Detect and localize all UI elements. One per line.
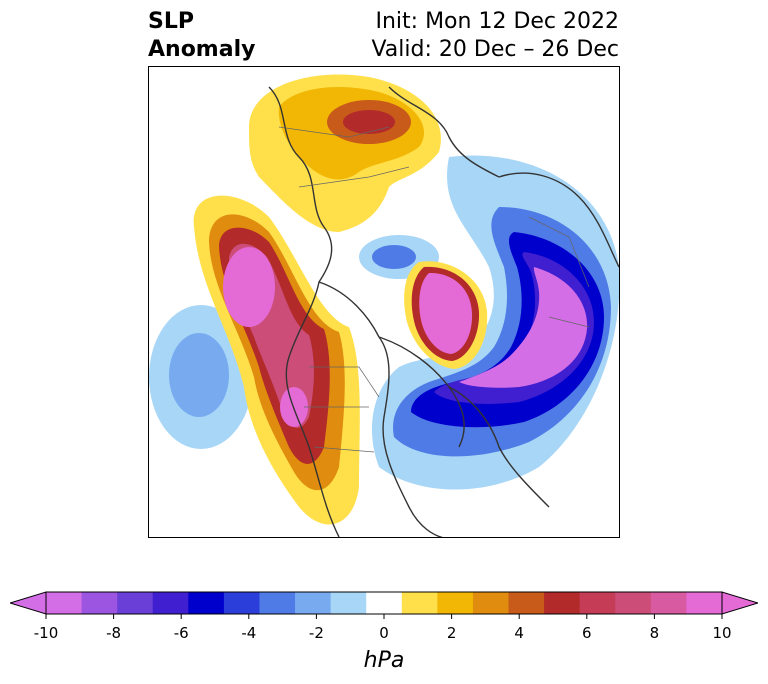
anomaly-map xyxy=(149,71,619,537)
colorbar-tick-label: 2 xyxy=(446,624,457,642)
pacific-negative-anomaly xyxy=(149,305,253,449)
colorbar-cell xyxy=(188,592,225,614)
colorbar-cell xyxy=(544,592,581,614)
colorbar-tick-label: -2 xyxy=(308,624,324,642)
arctic-positive-anomaly xyxy=(249,74,441,232)
colorbar-cell xyxy=(330,592,367,614)
colorbar-cell xyxy=(152,592,189,614)
colorbar-cell xyxy=(508,592,545,614)
coastlines xyxy=(268,86,619,537)
colorbar-cell xyxy=(686,592,723,614)
init-date: Init: Mon 12 Dec 2022 xyxy=(375,9,620,34)
west-positive-anomaly xyxy=(193,195,360,525)
colorbar-min-extension xyxy=(10,591,47,615)
colorbar-tick-label: -8 xyxy=(106,624,122,642)
forecast-dates: Init: Mon 12 Dec 2022 Valid: 20 Dec – 26… xyxy=(371,8,619,64)
colorbar-units: hPa xyxy=(363,648,405,673)
colorbar-tick-label: 8 xyxy=(649,624,660,642)
east-negative-anomaly xyxy=(372,155,619,490)
colorbar-cell xyxy=(579,592,616,614)
colorbar-tick-label: 6 xyxy=(582,624,592,642)
colorbar xyxy=(10,591,758,619)
colorbar-tickmarks xyxy=(45,614,723,619)
colorbar-cell xyxy=(437,592,474,614)
map-title: SLP Anomaly xyxy=(148,8,255,64)
colorbar-cell xyxy=(46,592,83,614)
greenland-positive-anomaly xyxy=(404,261,488,369)
colorbar-cell xyxy=(81,592,118,614)
colorbar-tick-label: 4 xyxy=(514,624,524,642)
colorbar-tick-label: -4 xyxy=(241,624,257,642)
valid-range: Valid: 20 Dec – 26 Dec xyxy=(371,37,619,62)
map-panel xyxy=(148,66,620,538)
colorbar-max-extension xyxy=(721,591,758,615)
colorbar-cell xyxy=(650,592,687,614)
colorbar-cell xyxy=(401,592,438,614)
colorbar-cell xyxy=(223,592,260,614)
colorbar-cell xyxy=(295,592,332,614)
colorbar-cell xyxy=(615,592,652,614)
colorbar-cell xyxy=(472,592,510,614)
colorbar-tick-label: 10 xyxy=(712,624,732,642)
colorbar-tick-label: 0 xyxy=(379,624,389,642)
title-line-2: Anomaly xyxy=(148,37,256,62)
colorbar-cell xyxy=(117,592,154,614)
title-line-1: SLP xyxy=(148,9,194,34)
colorbar-cell xyxy=(366,592,403,614)
borders xyxy=(278,126,590,453)
colorbar-tick-label: -10 xyxy=(33,624,59,642)
colorbar-tick-label: -6 xyxy=(173,624,189,642)
colorbar-cells xyxy=(46,592,723,614)
colorbar-cell xyxy=(259,592,296,614)
